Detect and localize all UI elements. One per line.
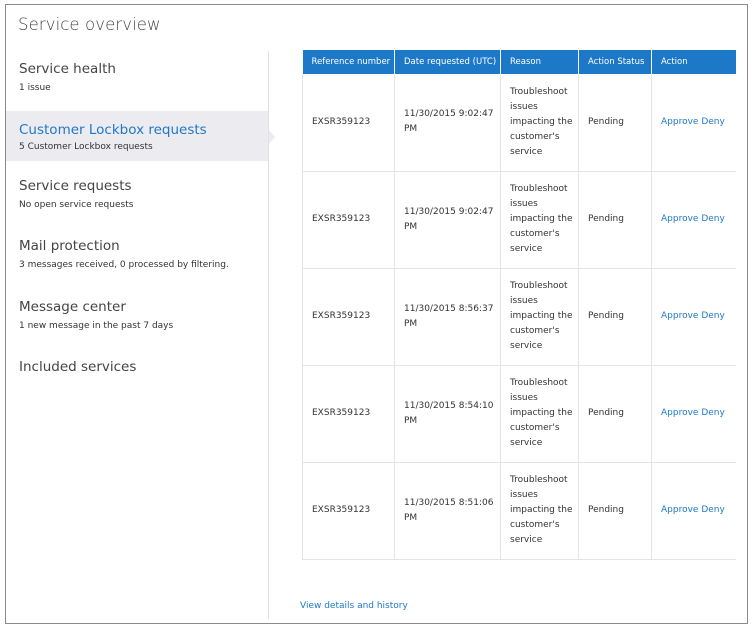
reference-number-cell: EXSR359123 bbox=[302, 74, 395, 172]
reason-cell: Troubleshoot issues impacting the custom… bbox=[500, 74, 579, 172]
reason-cell: Troubleshoot issues impacting the custom… bbox=[500, 365, 579, 463]
action-cell: Approve Deny bbox=[651, 462, 736, 560]
action-cell: Approve Deny bbox=[651, 365, 736, 463]
action-cell: Approve Deny bbox=[651, 74, 736, 172]
table-header-row: Reference number Date requested (UTC) Re… bbox=[302, 50, 736, 74]
view-details-and-history-link[interactable]: View details and history bbox=[300, 601, 408, 611]
lockbox-requests-table-container: Reference number Date requested (UTC) Re… bbox=[302, 50, 736, 560]
table-row: EXSR359123 11/30/2015 9:02:47 PM Trouble… bbox=[302, 171, 736, 269]
reference-number-cell: EXSR359123 bbox=[302, 268, 395, 366]
action-status-cell: Pending bbox=[578, 74, 652, 172]
date-requested-cell: 11/30/2015 9:02:47 PM bbox=[394, 74, 501, 172]
approve-link[interactable]: Approve bbox=[661, 214, 699, 224]
sidebar-divider bbox=[268, 51, 269, 619]
approve-link[interactable]: Approve bbox=[661, 311, 699, 321]
date-requested-cell: 11/30/2015 9:02:47 PM bbox=[394, 171, 501, 269]
action-status-cell: Pending bbox=[578, 171, 652, 269]
column-header-date-requested: Date requested (UTC) bbox=[394, 50, 501, 74]
approve-link[interactable]: Approve bbox=[661, 408, 699, 418]
sidebar-item-mail-protection[interactable]: Mail protection 3 messages received, 0 p… bbox=[6, 238, 268, 288]
action-cell: Approve Deny bbox=[651, 171, 736, 269]
sidebar-item-included-services[interactable]: Included services bbox=[6, 359, 268, 389]
column-header-reference-number: Reference number bbox=[302, 50, 395, 74]
action-status-cell: Pending bbox=[578, 462, 652, 560]
sidebar-item-label: Mail protection bbox=[19, 238, 120, 254]
sidebar-item-message-center[interactable]: Message center 1 new message in the past… bbox=[6, 299, 268, 349]
sidebar-item-subtext: 1 issue bbox=[19, 83, 51, 93]
date-requested-cell: 11/30/2015 8:51:06 PM bbox=[394, 462, 501, 560]
sidebar-item-label: Included services bbox=[19, 359, 137, 375]
reference-number-cell: EXSR359123 bbox=[302, 462, 395, 560]
deny-link[interactable]: Deny bbox=[701, 311, 725, 321]
column-header-action-status: Action Status bbox=[578, 50, 652, 74]
sidebar-item-label: Message center bbox=[19, 299, 126, 315]
deny-link[interactable]: Deny bbox=[701, 505, 725, 515]
deny-link[interactable]: Deny bbox=[701, 214, 725, 224]
date-requested-cell: 11/30/2015 8:54:10 PM bbox=[394, 365, 501, 463]
date-requested-cell: 11/30/2015 8:56:37 PM bbox=[394, 268, 501, 366]
sidebar-item-subtext: 1 new message in the past 7 days bbox=[19, 321, 174, 331]
sidebar-item-subtext: 5 Customer Lockbox requests bbox=[19, 142, 153, 152]
table-row: EXSR359123 11/30/2015 8:51:06 PM Trouble… bbox=[302, 462, 736, 560]
table-row: EXSR359123 11/30/2015 8:56:37 PM Trouble… bbox=[302, 268, 736, 366]
reference-number-cell: EXSR359123 bbox=[302, 365, 395, 463]
column-header-action: Action bbox=[651, 50, 736, 74]
sidebar-item-customer-lockbox-requests[interactable]: Customer Lockbox requests 5 Customer Loc… bbox=[6, 111, 275, 161]
service-overview-panel: Service overview Service health 1 issue … bbox=[5, 4, 748, 624]
reason-cell: Troubleshoot issues impacting the custom… bbox=[500, 268, 579, 366]
reference-number-cell: EXSR359123 bbox=[302, 171, 395, 269]
sidebar-item-subtext: No open service requests bbox=[19, 200, 134, 210]
sidebar-item-label: Customer Lockbox requests bbox=[19, 122, 207, 138]
sidebar-item-label: Service requests bbox=[19, 178, 132, 194]
approve-link[interactable]: Approve bbox=[661, 116, 699, 127]
sidebar-item-service-requests[interactable]: Service requests No open service request… bbox=[6, 178, 268, 228]
approve-link[interactable]: Approve bbox=[661, 505, 699, 515]
deny-link[interactable]: Deny bbox=[701, 408, 725, 418]
column-header-reason: Reason bbox=[500, 50, 579, 74]
sidebar-item-subtext: 3 messages received, 0 processed by filt… bbox=[19, 260, 229, 270]
action-status-cell: Pending bbox=[578, 365, 652, 463]
sidebar-item-label: Service health bbox=[19, 61, 116, 77]
table-row: EXSR359123 11/30/2015 8:54:10 PM Trouble… bbox=[302, 365, 736, 463]
action-status-cell: Pending bbox=[578, 268, 652, 366]
reason-cell: Troubleshoot issues impacting the custom… bbox=[500, 462, 579, 560]
page-title: Service overview bbox=[18, 15, 161, 34]
table-row: EXSR359123 11/30/2015 9:02:47 PM Trouble… bbox=[302, 74, 736, 172]
sidebar-item-service-health[interactable]: Service health 1 issue bbox=[6, 61, 268, 111]
deny-link[interactable]: Deny bbox=[701, 116, 725, 127]
action-cell: Approve Deny bbox=[651, 268, 736, 366]
reason-cell: Troubleshoot issues impacting the custom… bbox=[500, 171, 579, 269]
lockbox-requests-table: Reference number Date requested (UTC) Re… bbox=[302, 50, 736, 560]
